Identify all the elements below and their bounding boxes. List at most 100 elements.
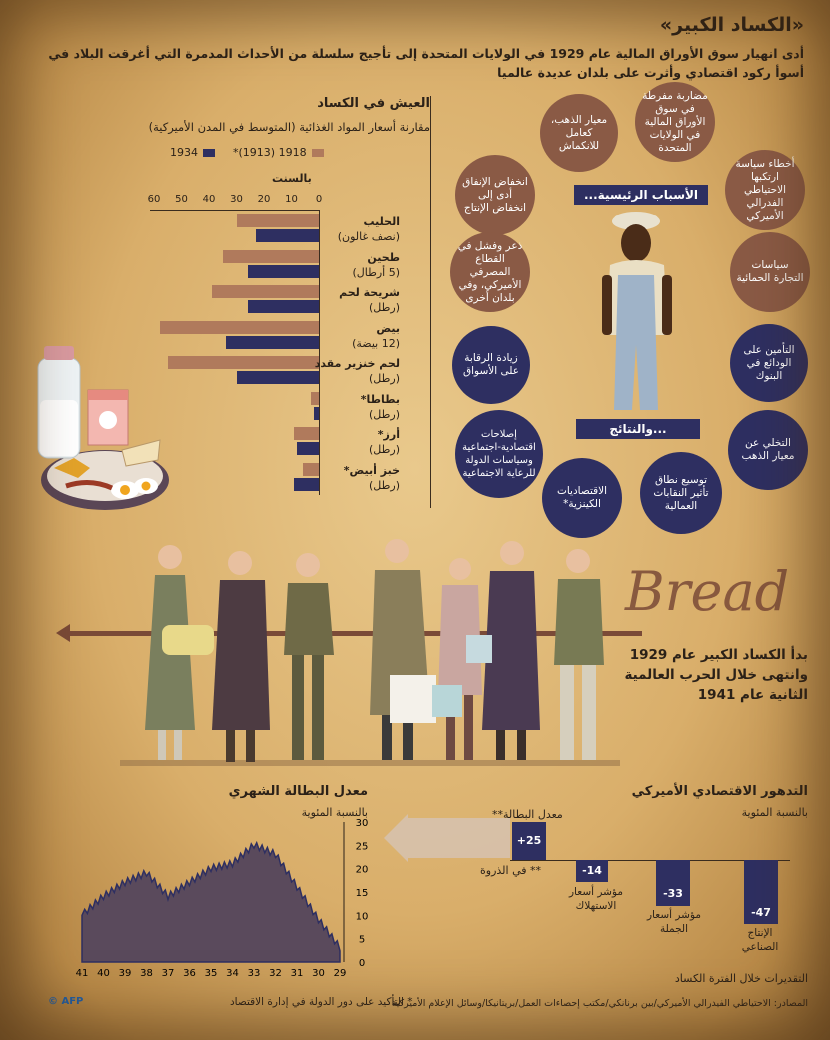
unemployment-y-tick: 10 [356,911,369,922]
breakfast-illustration [37,346,169,510]
cause-fed-mistakes: أخطاء سياسة ارتكبها الاحتياطي الفدرالي ا… [725,150,805,230]
food-item-label: الحليب (نصف غالون) [290,214,400,244]
wpi-label: مؤشر أسعار الجملة [646,909,702,935]
bar-1934 [313,406,319,420]
bar-1918 [159,320,319,334]
legend-1918-swatch [311,148,324,157]
bar-1934 [236,371,319,384]
cause-speculation: مضاربة مفرطة في سوق الأوراق المالية في ا… [635,82,715,162]
section-divider [430,96,431,508]
unemployment-y-tick: 15 [356,888,369,899]
food-axis-line [150,210,320,211]
unemployment-x-tick: 29 [334,968,347,979]
page-subtitle: أدى انهيار سوق الأوراق المالية عام 1929 … [48,46,804,80]
timeline-text: بدأ الكساد الكبير عام 1929 وانتهى خلال ا… [624,647,808,703]
unemployment-y-tick: 5 [359,935,365,946]
bar-1918 [302,462,319,476]
food-item-label: أرز* (رطل) [290,427,400,457]
bar-1918 [310,391,319,405]
timeline-arrowhead [56,624,70,642]
food-item-label: لحم خنزير مقدد (رطل) [290,356,400,386]
food-name: طحين [367,250,400,264]
bar-1934 [247,264,319,278]
unemp-arrow-body [408,818,510,858]
food-tick-label: 50 [175,194,188,205]
legend-1934-swatch [203,148,215,157]
bar-1934 [294,477,319,491]
food-item-label: بطاطا* (رطل) [290,392,400,422]
legend-1918-label: 1918 (1913)* [233,146,307,159]
cause-protectionism: سياسات التجارة الحمائية [730,232,810,312]
food-unit: (12 بيضة) [352,336,400,350]
unemployment-x-tick: 41 [76,968,89,979]
worker-illustration [602,212,672,410]
unemployment-y-tick: 30 [356,818,369,829]
footnote-text: * التأكيد على دور الدولة في إدارة الاقتص… [230,996,413,1008]
food-axis-baseline [319,210,320,495]
peak-label: ** في الذروة [480,864,541,877]
effect-keynesian: الاقتصاديات الكينزية* [542,458,622,538]
economy-subtitle: بالنسبة المئوية [741,806,808,819]
food-name: أرز* [377,428,400,441]
food-unit: (نصف غالون) [337,230,400,243]
industrial-bar: -47 [744,860,778,924]
food-legend: 1918 (1913)* 1934 [170,146,324,159]
food-name: بيض [376,321,400,335]
effects-banner: ...والنتائج [576,419,700,439]
unemp-bar: +25 [512,822,546,860]
economy-title: التدهور الاقتصادي الأميركي [631,784,808,799]
food-tick-label: 20 [257,194,271,205]
estimates-note: التقديرات خلال الفترة الكساد [674,972,808,985]
effect-market-control: زيادة الرقابة على الأسواق [452,326,530,404]
unemployment-x-tick: 39 [119,968,132,979]
cents-axis-label: بالسنت [272,172,312,185]
timeline-arrow [62,631,642,636]
unemp-arrow-head [384,814,408,862]
unemployment-area [81,840,341,963]
food-tick-label: 0 [315,194,323,205]
effect-deposit-insurance: التأمين على الودائع في البنوك [730,324,808,402]
unemp-rate-label: معدل البطالة** [492,808,563,821]
sources-text: المصادر: الاحتياطي الفيدرالي الأميركي/بي… [391,998,808,1009]
food-tick-label: 30 [230,194,243,205]
effect-unions: توسيع نطاق تأثير النقابات العمالية [640,452,722,534]
bar-1918 [211,285,319,298]
cause-spending-drop: انخفاض الإنفاق أدى إلى انخفاض الإنتاج [455,155,535,235]
unemployment-x-tick: 34 [226,968,239,979]
unemployment-x-tick: 36 [183,968,196,979]
effect-reforms: إصلاحات اقتصادية-اجتماعية وسياسات الدولة… [455,410,543,498]
bread-line-people [120,539,620,766]
food-tick-label: 10 [285,194,298,205]
food-tick-label: 40 [202,194,216,205]
cause-banking-panic: ذعر وفشل في القطاع المصرفي الأميركي، وفي… [450,232,530,312]
food-item-label: شريحة لحم (رطل) [290,285,400,315]
food-item-label: بيض (12 بيضة) [290,321,400,351]
bar-1934 [247,300,319,313]
effect-gold-abandon: التخلي عن معيار الذهب [728,410,808,490]
living-subtitle: مقارنة أسعار المواد الغذائية (المتوسط في… [148,120,430,134]
food-unit: (رطل) [369,301,400,314]
food-name: خبز أبيض* [343,463,400,477]
food-name: لحم خنزير مقدد [314,357,400,370]
food-name: بطاطا* [360,392,400,406]
afp-credit: © AFP [48,996,84,1007]
unemployment-subtitle: بالنسبة المئوية [301,806,368,819]
unemployment-x-tick: 40 [97,968,110,979]
economy-baseline [510,860,790,861]
food-item-label: طحين (5 أرطال) [290,250,400,280]
unemployment-title: معدل البطالة الشهري [228,784,368,799]
cpi-bar: -14 [576,860,608,882]
causes-banner: الأسباب الرئيسية... [574,185,709,205]
unemployment-y-tick: 25 [356,841,369,852]
bar-1918 [294,427,319,440]
food-unit: (5 أرطال) [352,265,400,279]
bar-1918 [222,249,319,263]
unemployment-y-tick: 20 [356,865,369,876]
bar-1918 [167,356,319,369]
unemployment-x-tick: 37 [162,968,175,979]
bar-1918 [236,214,319,227]
bar-1934 [225,335,319,349]
unemployment-x-tick: 30 [312,968,325,979]
cpi-label: مؤشر أسعار الاستهلاك [568,886,624,912]
unemployment-x-tick: 35 [205,968,218,979]
